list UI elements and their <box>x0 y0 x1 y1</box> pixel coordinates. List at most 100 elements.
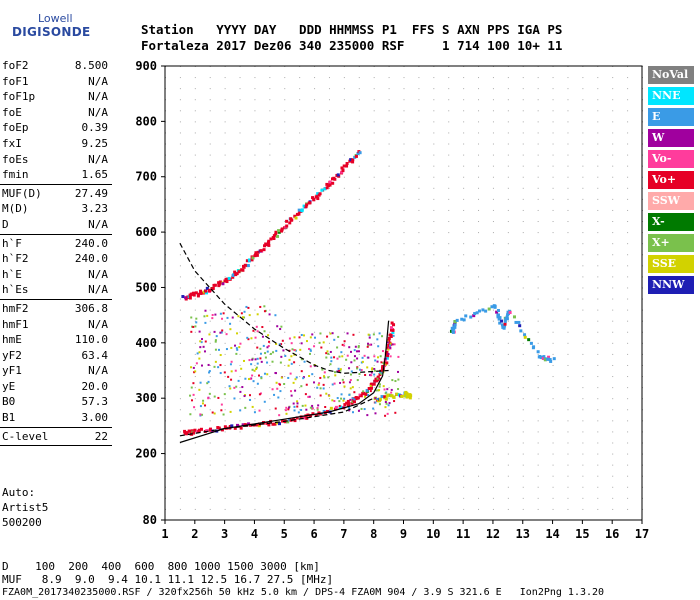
grid-dot <box>612 265 614 267</box>
grid-dot <box>179 143 181 145</box>
scatter-point <box>279 383 282 386</box>
scatter-point <box>225 333 228 336</box>
x-tick-label: 12 <box>486 527 500 541</box>
grid-dot <box>492 143 494 145</box>
grid-dot <box>418 453 420 455</box>
grid-dot <box>284 232 286 234</box>
trace-point <box>523 335 527 339</box>
grid-dot <box>492 132 494 134</box>
grid-dot <box>463 364 465 366</box>
grid-dot <box>522 320 524 322</box>
param-separator <box>0 233 112 235</box>
grid-dot <box>552 165 554 167</box>
grid-dot <box>627 132 629 134</box>
grid-dot <box>597 276 599 278</box>
grid-dot <box>358 121 360 123</box>
scatter-point <box>259 392 262 395</box>
trace-point <box>267 239 271 243</box>
grid-dot <box>552 431 554 433</box>
scatter-point <box>353 398 356 401</box>
grid-dot <box>269 209 271 211</box>
grid-dot <box>552 398 554 400</box>
trace-point <box>493 305 497 309</box>
scatter-point <box>384 392 387 395</box>
scatter-point <box>244 406 247 409</box>
grid-dot <box>194 232 196 234</box>
scatter-point <box>337 367 340 370</box>
grid-dot <box>328 110 330 112</box>
scatter-point <box>189 394 192 397</box>
grid-dot <box>627 176 629 178</box>
param-label: yF2 <box>2 348 22 362</box>
grid-dot <box>224 320 226 322</box>
grid-dot <box>328 276 330 278</box>
grid-dot <box>239 176 241 178</box>
scatter-point <box>293 405 296 408</box>
grid-dot <box>537 165 539 167</box>
scatter-point <box>223 371 226 374</box>
grid-dot <box>254 497 256 499</box>
grid-dot <box>597 99 599 101</box>
grid-dot <box>373 420 375 422</box>
grid-dot <box>448 88 450 90</box>
grid-dot <box>209 353 211 355</box>
trace-point <box>237 270 241 274</box>
grid-dot <box>492 464 494 466</box>
grid-dot <box>612 464 614 466</box>
grid-dot <box>388 486 390 488</box>
grid-dot <box>179 453 181 455</box>
grid-dot <box>478 110 480 112</box>
grid-dot <box>299 99 301 101</box>
grid-dot <box>612 442 614 444</box>
grid-dot <box>403 486 405 488</box>
grid-dot <box>269 342 271 344</box>
scatter-point <box>323 375 326 378</box>
grid-dot <box>209 387 211 389</box>
grid-dot <box>254 154 256 156</box>
grid-dot <box>239 298 241 300</box>
scatter-point <box>339 368 342 371</box>
grid-dot <box>478 420 480 422</box>
param-value: N/A <box>88 90 108 104</box>
grid-dot <box>284 99 286 101</box>
grid-dot <box>358 298 360 300</box>
grid-dot <box>209 409 211 411</box>
grid-dot <box>343 287 345 289</box>
grid-dot <box>299 376 301 378</box>
param-row-fof1p: foF1p N/A <box>0 89 112 105</box>
legend-item-nne: NNE <box>648 87 694 105</box>
grid-dot <box>179 420 181 422</box>
grid-dot <box>597 420 599 422</box>
grid-dot <box>567 176 569 178</box>
grid-dot <box>448 187 450 189</box>
grid-dot <box>418 209 420 211</box>
scatter-point <box>252 329 255 332</box>
grid-dot <box>254 464 256 466</box>
scatter-point <box>320 346 323 349</box>
trace-point <box>302 416 306 420</box>
grid-dot <box>582 420 584 422</box>
grid-dot <box>328 353 330 355</box>
grid-dot <box>612 497 614 499</box>
param-row-b1: B1 3.00 <box>0 410 112 426</box>
grid-dot <box>612 77 614 79</box>
grid-dot <box>343 376 345 378</box>
grid-dot <box>179 364 181 366</box>
trace-point <box>217 281 221 285</box>
grid-dot <box>522 132 524 134</box>
param-separator <box>0 183 112 185</box>
grid-dot <box>179 132 181 134</box>
grid-dot <box>418 110 420 112</box>
grid-dot <box>448 176 450 178</box>
scatter-point <box>389 344 392 347</box>
grid-dot <box>552 132 554 134</box>
grid-dot <box>612 475 614 477</box>
grid-dot <box>418 398 420 400</box>
grid-dot <box>254 243 256 245</box>
grid-dot <box>463 209 465 211</box>
grid-dot <box>254 187 256 189</box>
grid-dot <box>612 132 614 134</box>
trace-point <box>514 320 518 324</box>
scatter-point <box>294 389 297 392</box>
